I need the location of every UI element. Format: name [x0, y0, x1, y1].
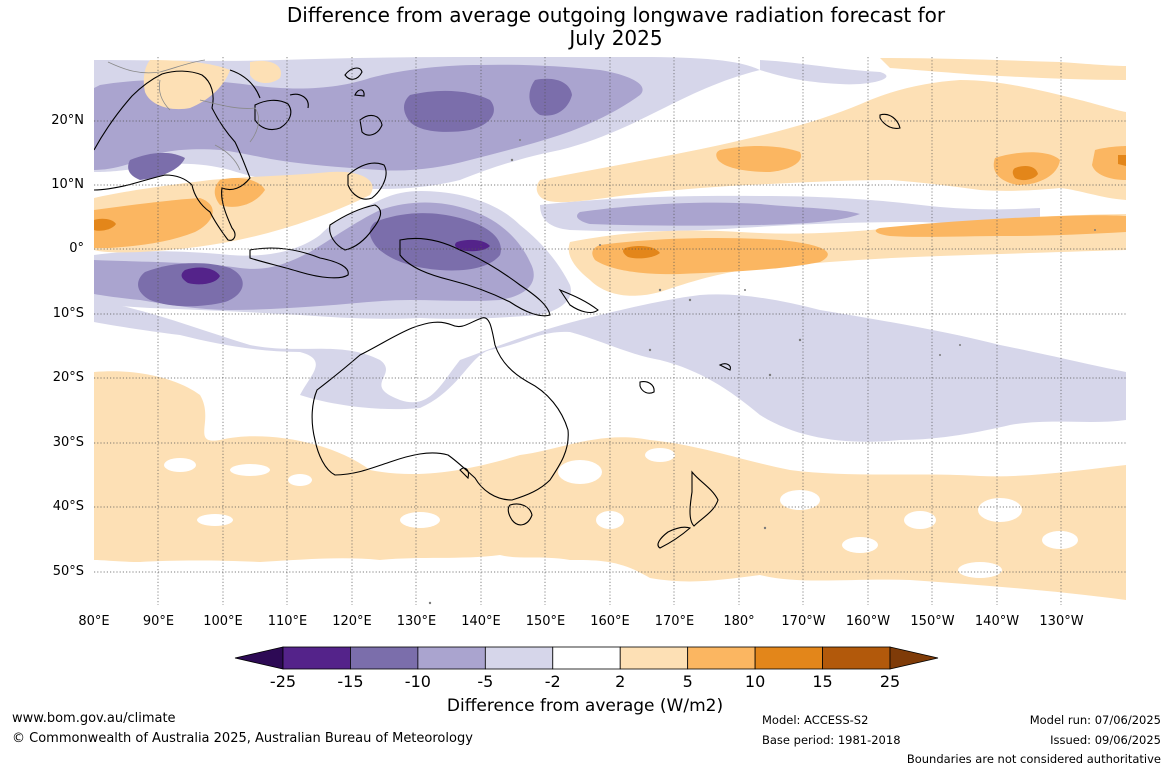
model-name: Model: ACCESS-S2 [762, 713, 869, 727]
lon-label: 150°E [525, 614, 566, 629]
lon-label: 120°E [332, 614, 372, 629]
lat-label: 0° [69, 241, 84, 256]
lon-label: 90°E [142, 614, 175, 629]
lon-label: 150°W [910, 614, 955, 629]
lon-label: 160°E [590, 614, 630, 629]
colorbar-swatch [350, 646, 419, 670]
lat-label: 40°S [52, 499, 84, 514]
lon-label: 170°W [781, 614, 826, 629]
lon-label: 100°E [203, 614, 243, 629]
disclaimer: Boundaries are not considered authoritat… [906, 752, 1161, 766]
lon-label: 130°E [396, 614, 437, 629]
colorbar-swatch [754, 646, 823, 670]
colorbar-swatch [619, 646, 689, 670]
model-run-date: Model run: 07/06/2025 [1029, 713, 1161, 727]
anomaly-cool-south [94, 294, 1126, 442]
colorbar-tick-label: -15 [337, 672, 364, 691]
colorbar-tick-label: -5 [477, 672, 494, 691]
colorbar [234, 646, 939, 670]
website-link[interactable]: www.bom.gov.au/climate [12, 711, 176, 726]
colorbar-tick-label: 15 [812, 672, 833, 691]
colorbar-label: Difference from average (W/m2) [446, 696, 724, 716]
lon-label: 160°W [845, 614, 891, 629]
lon-label: 130°W [1039, 614, 1084, 629]
lon-label: 170°E [654, 614, 695, 629]
issued-date: Issued: 09/06/2025 [1050, 733, 1161, 747]
colorbar-tick-label: 5 [682, 672, 693, 691]
colorbar-tick-label: 25 [879, 672, 901, 691]
colorbar-swatch [552, 646, 621, 670]
lat-label: 20°S [52, 370, 84, 385]
lon-label: 80°E [78, 614, 110, 629]
map-title: Difference from average outgoing longwav… [286, 3, 946, 50]
lat-label: 20°N [51, 113, 84, 128]
lat-label: 50°S [52, 564, 84, 579]
colorbar-tick-label: -2 [544, 672, 561, 691]
colorbar-swatch [417, 646, 486, 670]
colorbar-swatch [822, 646, 891, 670]
graticule [94, 57, 1126, 605]
copyright-text: © Commonwealth of Australia 2025, Austra… [12, 731, 473, 746]
colorbar-tick-label: 10 [744, 672, 766, 691]
colorbar-swatch [282, 646, 351, 670]
colorbar-extend-low [234, 646, 284, 670]
colorbar-tick-label: 2 [615, 672, 626, 691]
lat-label: 10°N [51, 177, 84, 192]
colorbar-swatch [484, 646, 554, 670]
base-period: Base period: 1981-2018 [762, 733, 901, 747]
lon-label: 180° [723, 614, 755, 629]
lat-label: 10°S [52, 306, 84, 321]
lon-label: 140°W [974, 614, 1020, 629]
lon-label: 110°E [267, 614, 308, 629]
colorbar-extend-high [889, 646, 939, 670]
colorbar-swatch [687, 646, 756, 670]
colorbar-tick-label: -10 [404, 672, 431, 691]
lon-label: 140°E [461, 614, 501, 629]
lat-label: 30°S [52, 435, 84, 450]
coastlines [94, 67, 901, 549]
colorbar-tick-label: -25 [269, 672, 297, 691]
